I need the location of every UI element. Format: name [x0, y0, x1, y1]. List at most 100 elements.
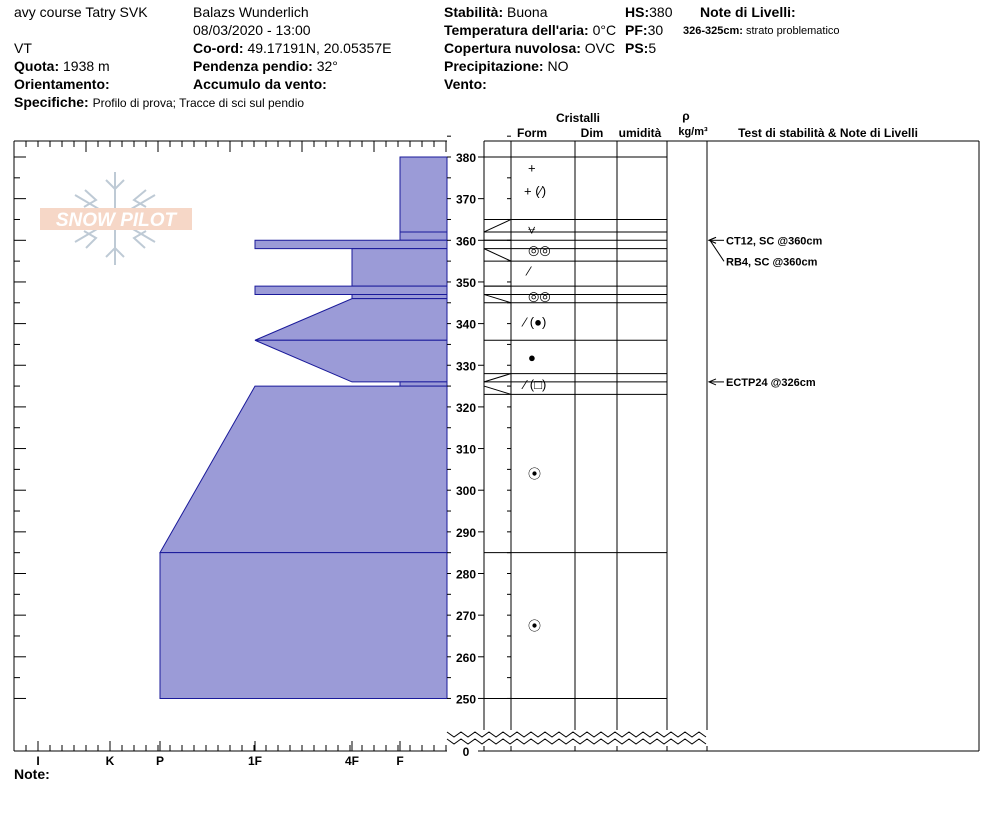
logo-band — [40, 208, 192, 230]
cloud-cover: Copertura nuvolosa: OVC — [444, 40, 615, 57]
location: avy course Tatry SVK — [14, 4, 148, 20]
stability-test-2: ECTP24 @326cm — [726, 377, 816, 389]
height-label-330: 330 — [456, 359, 476, 373]
moisture-header: umidità — [619, 126, 662, 140]
hardness-layer-6 — [254, 298, 448, 341]
layer-slant-connector — [483, 385, 512, 395]
height-label-260: 260 — [456, 651, 476, 665]
stability-test-0: CT12, SC @360cm — [726, 235, 823, 247]
height-label-300: 300 — [456, 484, 476, 498]
datetime: 08/03/2020 - 13:00 — [193, 22, 311, 38]
height-label-280: 280 — [456, 568, 476, 582]
form-header: Form — [517, 126, 547, 140]
layer-slant-connector — [483, 248, 512, 262]
height-label-290: 290 — [456, 526, 476, 540]
slope-label: Pendenza pendio: — [193, 58, 313, 74]
stability-label: Stabilità: — [444, 4, 504, 20]
elevation: Quota: 1938 m — [14, 58, 110, 75]
aspect-label: Orientamento: — [14, 76, 110, 92]
precipitation: Precipitazione: NO — [444, 58, 568, 75]
precip-label: Precipitazione: — [444, 58, 544, 74]
hardness-layer-2 — [254, 239, 448, 250]
hardness-layer-5 — [351, 293, 448, 300]
grain-form-10: ⦿ — [528, 619, 541, 634]
hardness-layer-10 — [159, 552, 448, 699]
pf-value: 30 — [647, 22, 664, 38]
grain-form-0: + — [528, 160, 536, 175]
hs-value: 380 — [649, 4, 673, 20]
aspect: Orientamento: — [14, 76, 110, 93]
height-label-380: 380 — [456, 151, 476, 165]
density-unit-header: kg/m³ — [678, 126, 708, 138]
height-label-360: 360 — [456, 234, 476, 248]
slope: Pendenza pendio: 32° — [193, 58, 338, 75]
hardness-layer-4 — [254, 285, 448, 295]
specifics: Specifiche: Profilo di prova; Tracce di … — [14, 94, 304, 112]
layer-slant-connector — [483, 293, 512, 304]
height-label-370: 370 — [456, 193, 476, 207]
coord-label: Co-ord: — [193, 40, 244, 56]
grain-form-4: ⁄ — [525, 263, 532, 278]
grain-form-1: + (⁄) — [524, 183, 546, 198]
tests-header: Test di stabilità & Note di Livelli — [738, 126, 918, 140]
cloud-value: OVC — [584, 40, 616, 56]
layer-slant-connector — [483, 373, 512, 383]
size-header: Dim — [581, 126, 604, 140]
hardness-layer-9 — [159, 385, 448, 554]
windload: Accumulo da vento: — [193, 76, 327, 93]
layer-note-text: strato problematico — [746, 25, 840, 37]
stability-test-1: RB4, SC @360cm — [726, 256, 818, 268]
logo-text: SNOW PILOT — [56, 210, 178, 231]
height-label-270: 270 — [456, 609, 476, 623]
layer-slant-connector — [483, 219, 512, 233]
region: VT — [14, 40, 32, 56]
hardness-label-K: K — [106, 754, 115, 768]
hardness-layer-1 — [399, 231, 448, 241]
airtemp-value: 0°C — [592, 22, 617, 38]
height-label-0: 0 — [463, 745, 470, 759]
test-arrowhead-1 — [707, 236, 717, 244]
ps-label: PS: — [625, 40, 649, 56]
specifics-value: Profilo di prova; Tracce di sci sul pend… — [92, 96, 305, 110]
height-label-350: 350 — [456, 276, 476, 290]
axis-break — [446, 730, 708, 746]
height-label-310: 310 — [456, 443, 476, 457]
hardness-label-I: I — [36, 754, 39, 768]
test-arrow-1 — [709, 240, 725, 262]
pf-label: PF: — [625, 22, 648, 38]
specifics-label: Specifiche: — [14, 94, 89, 110]
elevation-label: Quota: — [14, 58, 60, 74]
hardness-label-F: F — [396, 754, 403, 768]
grain-form-7: ● — [528, 350, 536, 365]
wind-label: Vento: — [444, 76, 487, 92]
layer-notes-title: Note di Livelli: — [700, 4, 796, 20]
layer-note-range: 326-325cm: — [683, 25, 743, 37]
height-label-320: 320 — [456, 401, 476, 415]
hardness-label-4F: 4F — [345, 754, 359, 768]
crystals-header: Cristalli — [556, 111, 600, 125]
hs: HS:380 — [625, 4, 672, 21]
stability-value: Buona — [507, 4, 548, 20]
cloud-label: Copertura nuvolosa: — [444, 40, 581, 56]
grain-form-9: ⦿ — [528, 467, 541, 482]
airtemp-label: Temperatura dell'aria: — [444, 22, 589, 38]
ps: PS:5 — [625, 40, 656, 57]
air-temp: Temperatura dell'aria: 0°C — [444, 22, 616, 39]
grain-form-8: ⁄ (□) — [521, 377, 546, 392]
elevation-value: 1938 m — [63, 58, 110, 74]
grain-form-5: ◎◎ — [528, 288, 551, 303]
stability: Stabilità: Buona — [444, 4, 548, 21]
rho-header: ρ — [682, 109, 689, 123]
observer: Balazs Wunderlich — [193, 4, 309, 20]
pf: PF:30 — [625, 22, 663, 39]
slope-value: 32° — [316, 58, 338, 74]
grain-form-3: ◎◎ — [528, 242, 551, 257]
hardness-label-1F: 1F — [248, 754, 262, 768]
height-label-250: 250 — [456, 692, 476, 706]
hardness-layer-3 — [351, 248, 448, 287]
grain-form-6: ⁄ (●) — [521, 315, 546, 330]
hardness-layer-8 — [399, 381, 448, 387]
coordinates: Co-ord: 49.17191N, 20.05357E — [193, 40, 391, 57]
coord-value: 49.17191N, 20.05357E — [247, 40, 392, 56]
